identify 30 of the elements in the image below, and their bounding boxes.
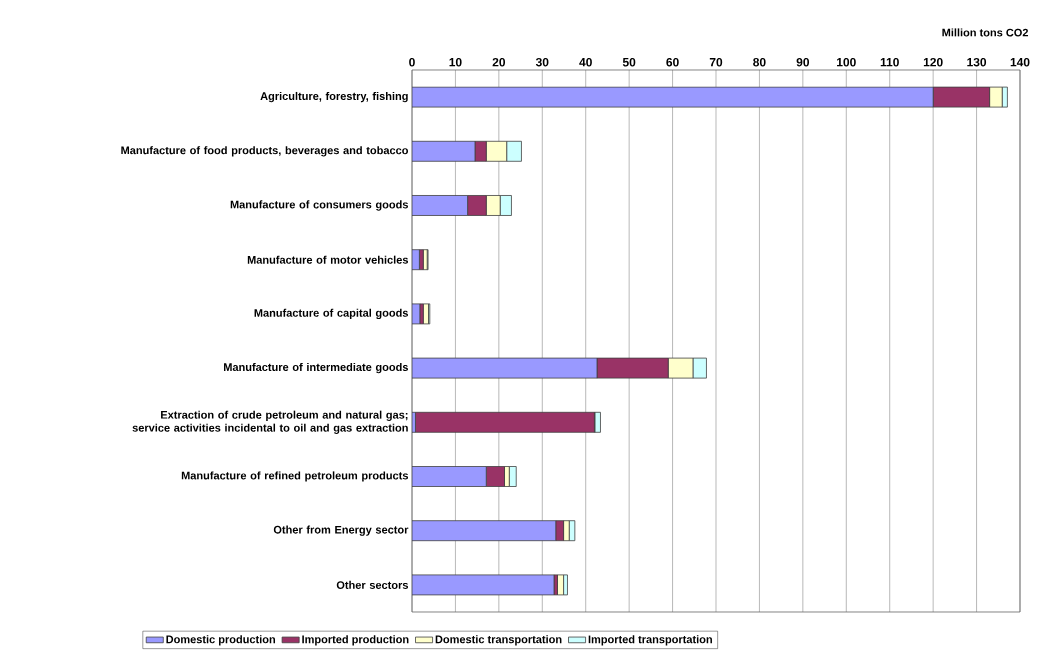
x-tick-label: 70 (709, 57, 723, 67)
x-tick-label: 80 (753, 57, 766, 67)
x-axis-title: Million tons CO2 (942, 28, 1029, 37)
x-tick-label: 130 (967, 57, 987, 67)
x-tick-label: 0 (409, 57, 415, 67)
y-tick-label: Manufacture of intermediate goods (224, 362, 408, 374)
x-tick-label: 60 (666, 57, 679, 67)
y-tick-label: Agriculture, forestry, fishing (260, 91, 408, 103)
legend-label: Imported transportation (588, 635, 712, 646)
y-tick-label: Manufacture of consumers goods (230, 200, 408, 211)
y-tick-label: Extraction of crude petroleum and natural gas; service activities incidental to oil and gas extraction (132, 410, 408, 434)
y-tick-label: Other from Energy sector (273, 525, 409, 536)
x-tick-label: 40 (579, 57, 592, 67)
x-tick-label: 100 (837, 57, 856, 67)
x-tick-label: 120 (923, 57, 943, 67)
x-tick-label: 50 (622, 57, 636, 67)
x-tick-label: 10 (449, 57, 462, 67)
y-tick-label: Manufacture of refined petroleum products (181, 471, 409, 482)
x-tick-label: 30 (535, 57, 549, 67)
y-tick-label: Other sectors (336, 580, 408, 589)
legend-label: Imported production (302, 635, 409, 646)
legend-label: Domestic production (166, 635, 276, 646)
x-tick-label: 20 (492, 57, 506, 67)
y-tick-label: Manufacture of motor vehicles (247, 255, 408, 264)
legend-label: Domestic transportation (435, 635, 562, 646)
x-tick-label: 90 (796, 57, 810, 67)
y-tick-label: Manufacture of food products, beverages and tobacco (121, 146, 409, 157)
y-tick-label: Manufacture of capital goods (254, 308, 408, 320)
x-tick-label: 140 (1010, 57, 1030, 67)
x-tick-label: 110 (880, 57, 899, 67)
